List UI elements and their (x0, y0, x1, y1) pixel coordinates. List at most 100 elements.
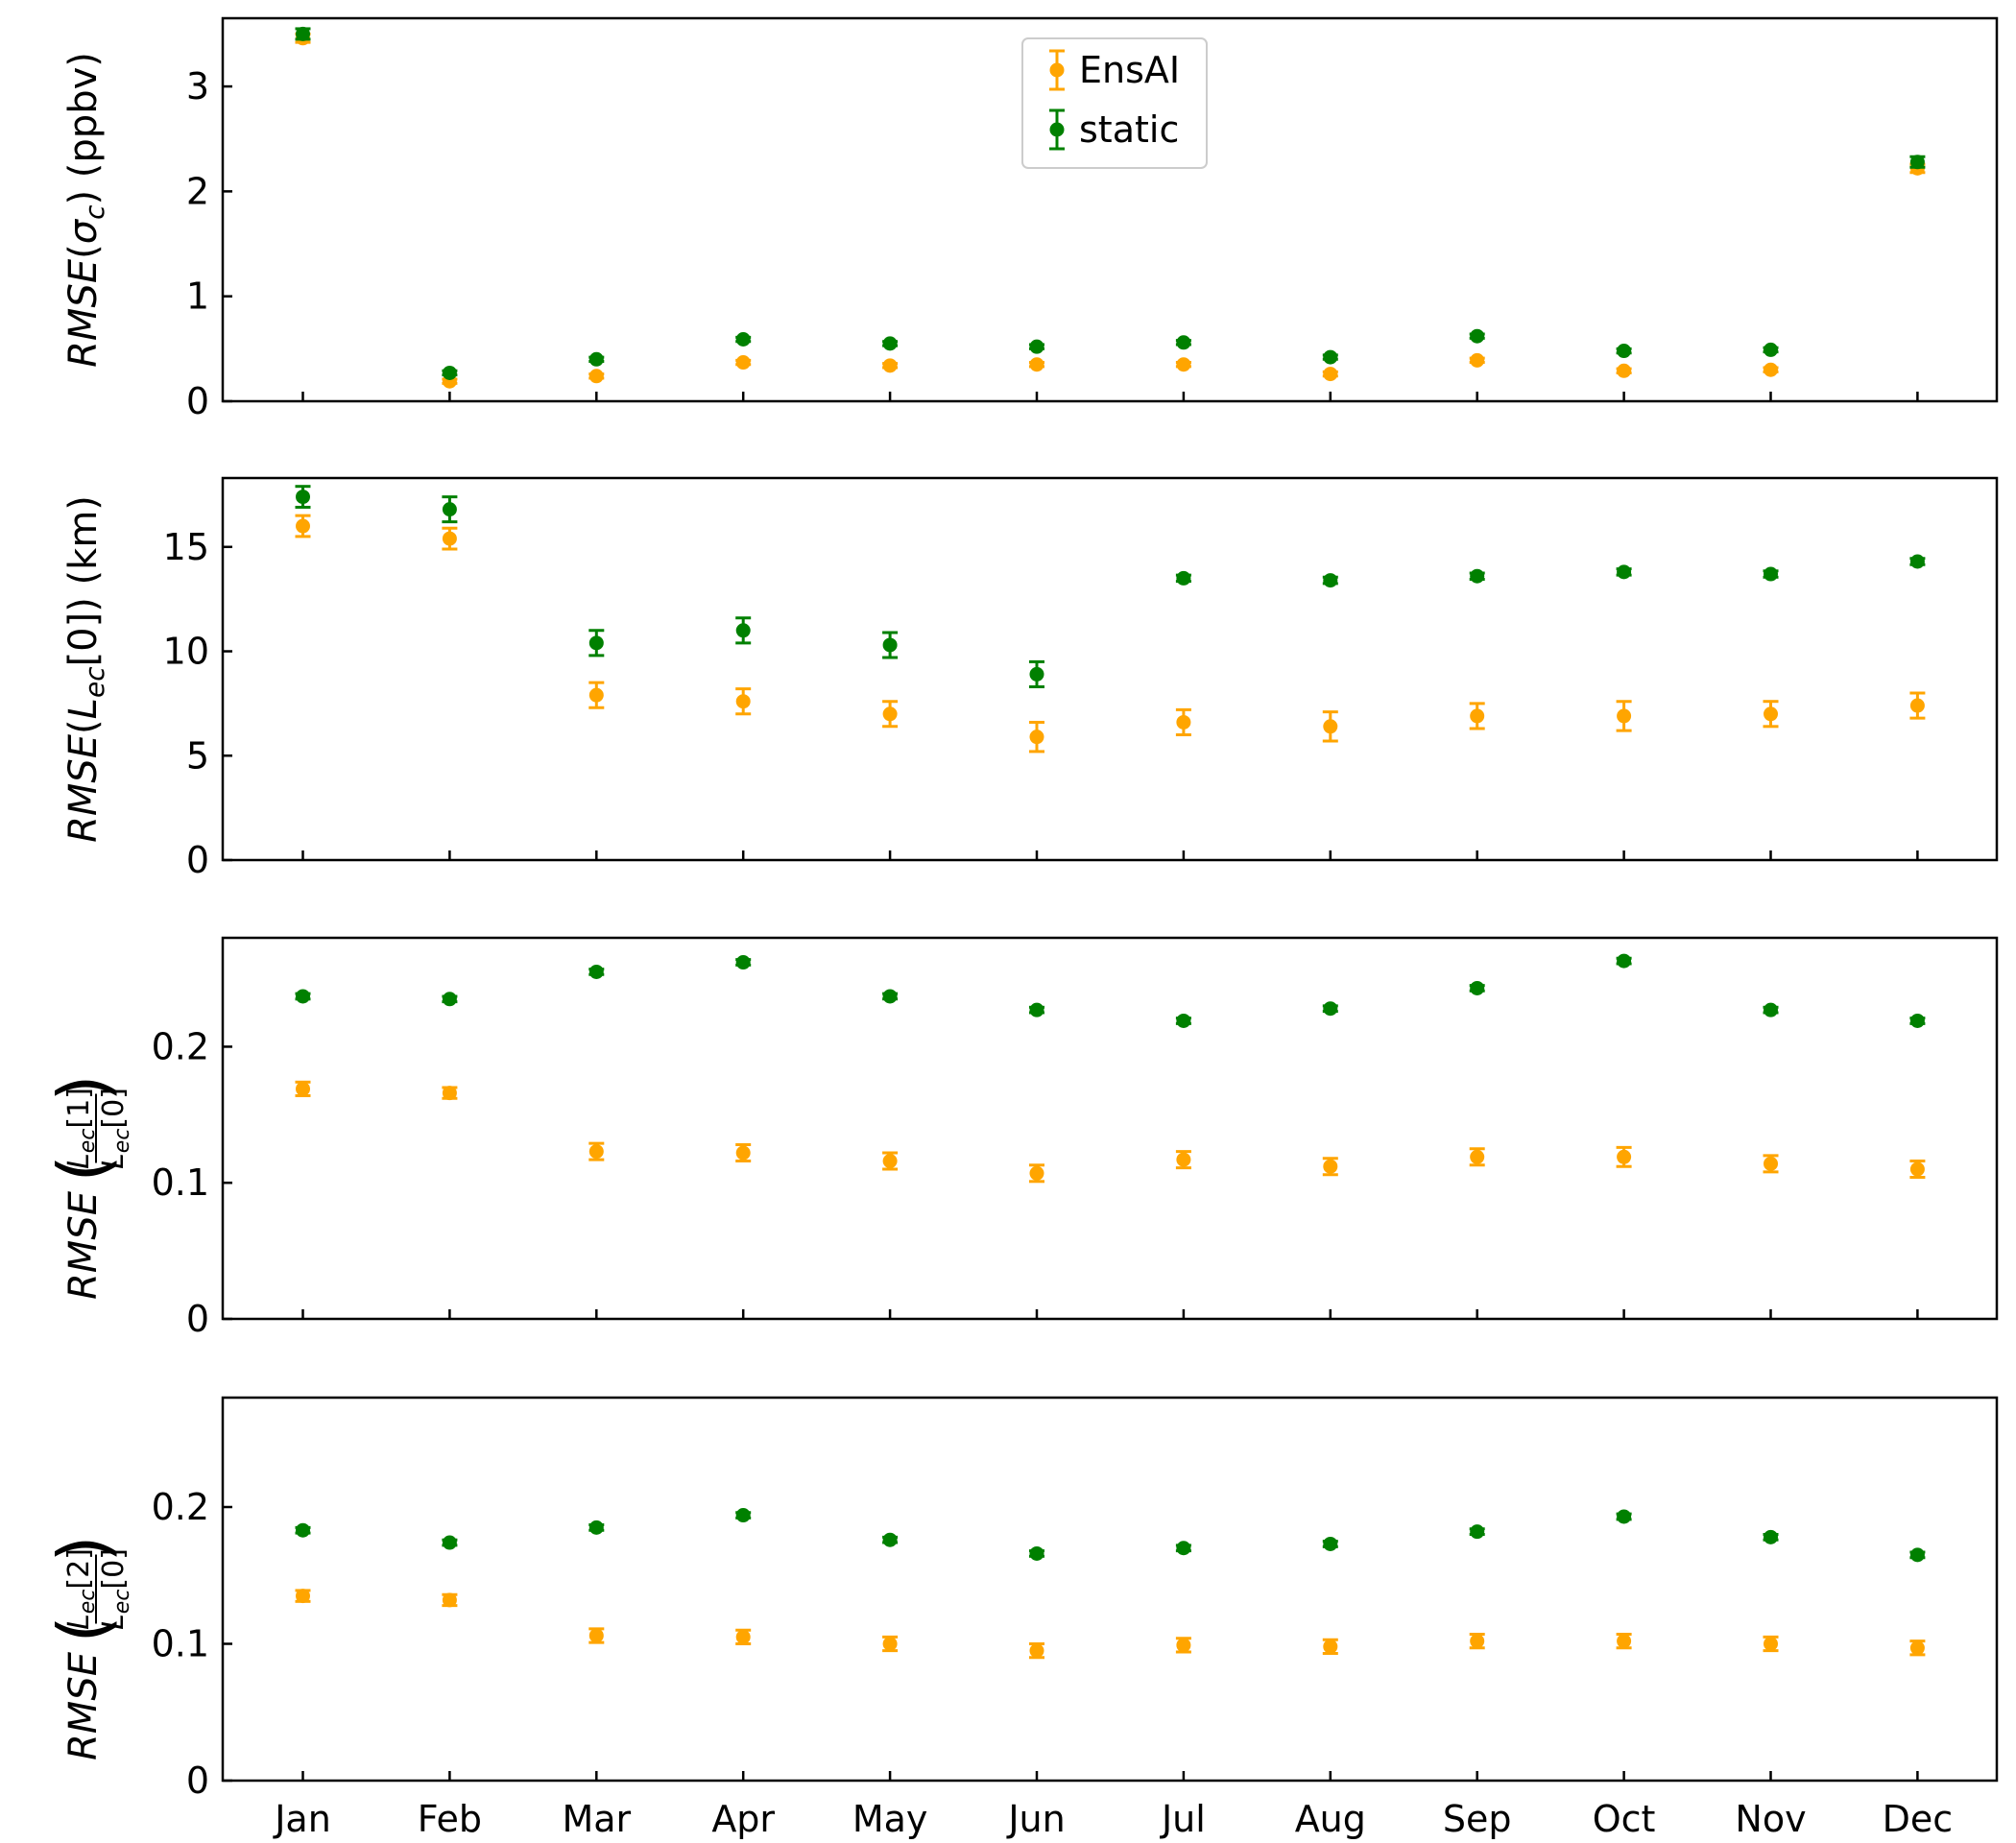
data-point-static (882, 989, 899, 1004)
data-point-ensai (1616, 700, 1632, 732)
legend: EnsAI static (1021, 37, 1208, 169)
data-point-ensai (735, 687, 752, 716)
marker (442, 1535, 457, 1550)
legend-label: static (1079, 108, 1179, 151)
data-point-static (1029, 1002, 1044, 1017)
marker (882, 989, 898, 1004)
data-point-ensai (1469, 1147, 1485, 1167)
axes-frame (221, 476, 1999, 862)
axes-frame (221, 1396, 1999, 1783)
marker (442, 1592, 457, 1608)
marker (1764, 342, 1778, 357)
panel-ratio1: 0 0.1 0.2 RMSE (Lec[1]Lec[0]) (43, 936, 1999, 1340)
x-tick-label: Jun (1006, 1798, 1065, 1840)
y-label-denominator: Lec[0] (97, 1088, 134, 1169)
y-tick-label: 2 (186, 170, 209, 212)
marker (1323, 367, 1338, 382)
data-point-static (1175, 335, 1191, 350)
x-tick-label: Oct (1593, 1798, 1656, 1840)
marker (1764, 1529, 1778, 1544)
data-point-static (882, 1532, 899, 1547)
marker (735, 332, 751, 347)
marker (1176, 714, 1191, 730)
series-static (295, 953, 1926, 1028)
marker (1764, 362, 1778, 377)
data-point-ensai (295, 1589, 311, 1604)
x-tick-label: May (852, 1798, 928, 1840)
x-tick-label: Sep (1443, 1798, 1512, 1840)
marker (1617, 1634, 1632, 1649)
data-point-static (442, 495, 458, 524)
y-tick-label: 1 (186, 275, 209, 318)
marker (1029, 1643, 1044, 1659)
marker (1909, 698, 1925, 713)
marker (1617, 1509, 1632, 1524)
data-point-ensai (295, 1080, 311, 1097)
data-point-ensai (588, 1141, 605, 1161)
series-static (295, 26, 1926, 380)
marker (1617, 1149, 1632, 1164)
data-point-ensai (1909, 1640, 1926, 1657)
panel-ratio2: 0 0.1 0.2 RMSE (Lec[2]Lec[0]) (43, 1396, 1999, 1802)
y-tick-label: 0 (186, 1759, 209, 1802)
data-point-static (588, 1520, 605, 1535)
panel-Lec0: 0 5 10 15 RMSE(Lec[0]) (km) (61, 476, 1999, 881)
data-point-ensai (1763, 1154, 1779, 1174)
marker (1029, 1165, 1044, 1181)
y-label-rmse: RMSE (61, 1190, 106, 1300)
data-point-static (1175, 1013, 1191, 1028)
data-point-ensai (882, 1151, 899, 1171)
data-point-ensai (1909, 1160, 1926, 1180)
y-axis-label: RMSE (Lec[2]Lec[0]) (43, 1535, 134, 1760)
marker (1470, 1149, 1485, 1164)
marker (1617, 564, 1632, 580)
marker (588, 1144, 604, 1160)
marker (1176, 1013, 1191, 1028)
marker (1176, 1638, 1191, 1653)
data-point-ensai (1763, 700, 1779, 729)
marker (1323, 349, 1338, 365)
x-tick-label: Aug (1295, 1798, 1366, 1840)
data-point-ensai (442, 526, 458, 551)
marker (296, 1589, 310, 1604)
marker (1470, 1524, 1485, 1540)
marker (1617, 344, 1632, 359)
y-tick-label: 0 (186, 839, 209, 881)
marker (882, 1154, 898, 1169)
data-point-ensai (1175, 707, 1191, 737)
marker (296, 1522, 310, 1538)
data-point-ensai (882, 1635, 899, 1653)
data-point-ensai (882, 700, 899, 729)
data-point-ensai (588, 1627, 605, 1644)
data-point-static (1909, 1013, 1926, 1028)
series-ensai (295, 514, 1926, 754)
y-label-numerator: Lec[2] (62, 1548, 100, 1630)
marker (296, 490, 310, 505)
marker (735, 955, 751, 970)
marker (588, 635, 604, 651)
data-point-static (295, 989, 311, 1004)
data-point-ensai (442, 1592, 458, 1608)
marker (1029, 1545, 1044, 1561)
marker (1323, 573, 1338, 588)
marker (1764, 1002, 1778, 1017)
data-point-static (1029, 659, 1044, 688)
y-label-paren-open: ( (43, 1155, 124, 1182)
marker (1909, 554, 1925, 569)
x-tick-label: Mar (562, 1798, 631, 1840)
series-static (295, 1508, 1926, 1563)
marker (1909, 1547, 1925, 1563)
data-point-static (1763, 342, 1779, 357)
data-point-ensai (735, 1628, 752, 1645)
data-point-static (442, 365, 458, 380)
y-tick-label: 15 (163, 526, 209, 568)
marker (882, 706, 898, 722)
marker (588, 687, 604, 703)
marker (735, 623, 751, 638)
data-point-static (735, 955, 752, 970)
axes-frame (221, 16, 1999, 403)
data-point-ensai (1616, 1633, 1632, 1650)
data-point-static (1616, 953, 1632, 969)
marker (882, 637, 898, 653)
